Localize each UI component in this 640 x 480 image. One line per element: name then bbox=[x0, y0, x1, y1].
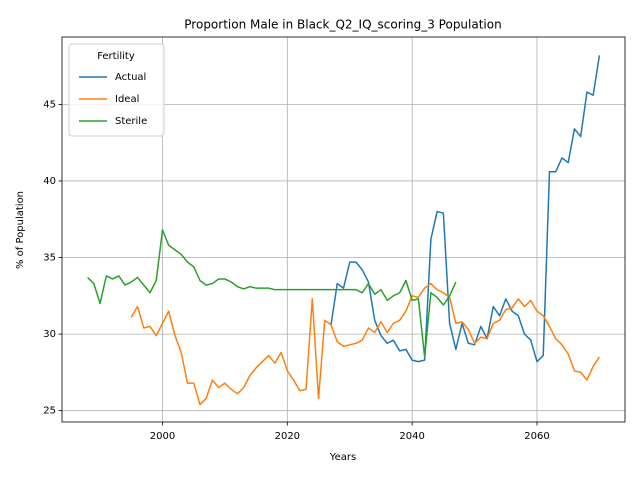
x-tick-label: 2020 bbox=[275, 431, 300, 442]
y-tick-label: 40 bbox=[43, 176, 56, 187]
y-axis-label: % of Population bbox=[15, 191, 26, 269]
y-tick-label: 25 bbox=[43, 406, 56, 417]
chart-title: Proportion Male in Black_Q2_IQ_scoring_3… bbox=[184, 18, 501, 32]
legend-title: Fertility bbox=[97, 51, 135, 62]
line-series bbox=[130, 282, 601, 406]
x-tick-label: 2040 bbox=[399, 431, 424, 442]
y-tick-label: 45 bbox=[43, 99, 56, 110]
y-tick-label: 35 bbox=[43, 253, 56, 264]
line-series bbox=[87, 229, 457, 358]
x-tick-label: 2060 bbox=[524, 431, 549, 442]
legend-label: Actual bbox=[115, 72, 146, 83]
x-axis-label: Years bbox=[329, 452, 356, 463]
y-tick-label: 30 bbox=[43, 329, 56, 340]
plot-frame bbox=[61, 36, 626, 423]
x-tick-label: 2000 bbox=[150, 431, 175, 442]
legend-box bbox=[68, 43, 165, 137]
line-series bbox=[330, 55, 601, 363]
legend-label: Ideal bbox=[115, 94, 139, 105]
legend-label: Sterile bbox=[115, 116, 147, 127]
